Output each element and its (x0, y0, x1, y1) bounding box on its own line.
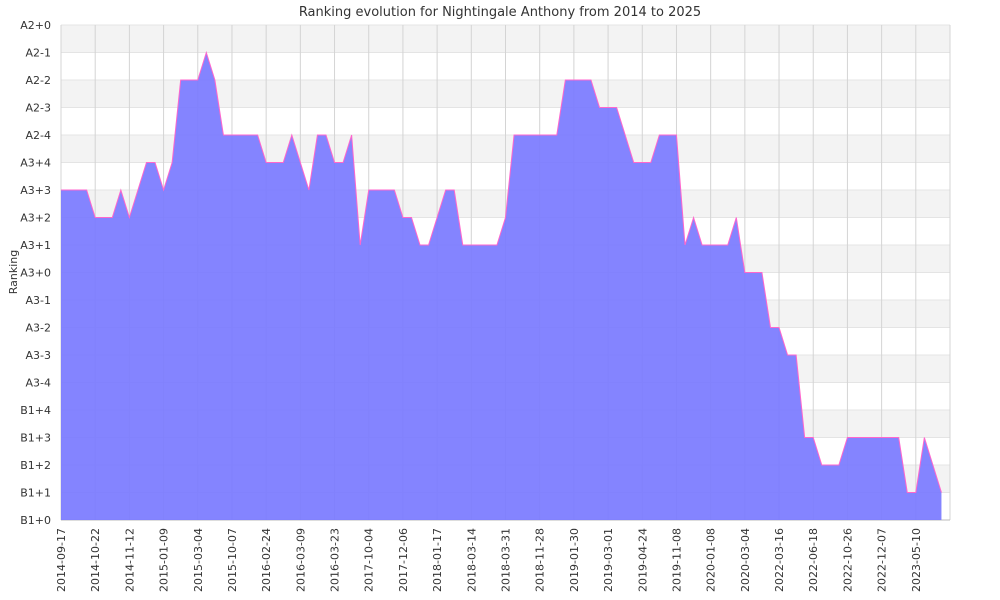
x-tick-label: 2016-03-23 (329, 528, 342, 592)
y-tick-label: A3+4 (20, 157, 51, 170)
x-tick-label: 2020-03-04 (739, 528, 752, 592)
series-line (61, 50, 942, 493)
y-tick-label: A3-2 (26, 322, 52, 335)
y-tick-label: B1+0 (20, 514, 51, 527)
y-tick-label: B1+2 (20, 459, 51, 472)
y-tick-label: A3+2 (20, 212, 51, 225)
y-tick-label: A2-1 (26, 47, 52, 60)
x-tick-label: 2022-12-07 (876, 528, 889, 592)
x-tick-label: 2018-03-31 (500, 528, 513, 592)
x-tick-label: 2019-01-30 (568, 528, 581, 592)
x-tick-label: 2017-12-06 (397, 528, 410, 592)
x-axis-labels: 2014-09-17 2014-10-22 2014-11-12 2015-01-09… (55, 528, 923, 592)
x-tick-label: 2022-03-16 (773, 528, 786, 592)
x-tick-label: 2018-11-28 (534, 528, 547, 592)
x-tick-label: 2019-11-08 (670, 528, 683, 592)
x-tick-label: 2016-02-24 (260, 528, 273, 592)
x-tick-label: 2015-10-07 (226, 528, 239, 592)
x-tick-label: 2022-06-18 (807, 528, 820, 592)
y-tick-label: B1+4 (20, 404, 51, 417)
x-tick-label: 2018-03-14 (465, 528, 478, 592)
x-tick-label: 2014-10-22 (89, 528, 102, 592)
x-tick-label: 2014-11-12 (123, 528, 136, 592)
x-tick-label: 2016-03-09 (294, 528, 307, 592)
y-tick-label: A2-3 (26, 102, 52, 115)
y-tick-label: A3-4 (26, 377, 52, 390)
y-tick-label: A2-4 (26, 129, 52, 142)
series-area (61, 52, 942, 520)
x-tick-label: 2014-09-17 (55, 528, 68, 592)
chart-title: Ranking evolution for Nightingale Anthon… (299, 5, 701, 20)
y-tick-label: A3-3 (26, 349, 52, 362)
x-tick-label: 2018-01-17 (431, 528, 444, 592)
y-tick-label: A3-1 (26, 294, 52, 307)
x-tick-label: 2020-01-08 (705, 528, 718, 592)
y-axis-labels: B1+0 B1+1 B1+2 B1+3 B1+4 A3-4 A3-3 A3-2 A3-1 A3+0… (20, 19, 51, 527)
x-tick-label: 2015-01-09 (158, 528, 171, 592)
y-tick-label: A2-2 (26, 74, 52, 87)
x-tick-label: 2019-03-01 (602, 528, 615, 592)
y-tick-label: A2+0 (20, 19, 51, 32)
x-tick-label: 2015-03-04 (192, 528, 205, 592)
x-tick-label: 2019-04-24 (636, 528, 649, 592)
x-tick-label: 2023-05-10 (910, 528, 923, 592)
data-area (61, 50, 942, 520)
y-tick-label: A3+3 (20, 184, 51, 197)
y-axis-title: Ranking (7, 250, 20, 295)
y-tick-label: A3+0 (20, 267, 51, 280)
y-tick-label: B1+3 (20, 432, 51, 445)
x-tick-label: 2017-10-04 (363, 528, 376, 592)
y-tick-label: B1+1 (20, 487, 51, 500)
y-tick-label: A3+1 (20, 239, 51, 252)
x-tick-label: 2022-10-26 (841, 528, 854, 592)
